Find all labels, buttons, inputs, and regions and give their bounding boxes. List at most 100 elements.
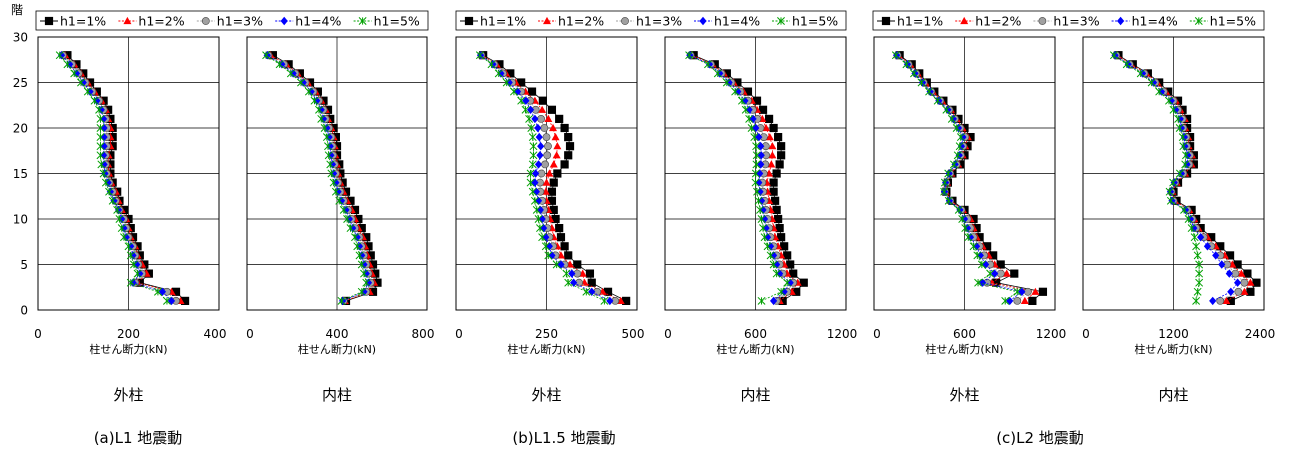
plot-frame	[873, 36, 1056, 311]
group-caption: (a)L1 地震動	[94, 429, 183, 447]
data-point	[96, 114, 105, 123]
data-point	[952, 124, 961, 132]
legend-2: h1=1% h1=2% h1=3% h1=4% h1=5%	[455, 10, 847, 31]
data-point	[1209, 296, 1217, 306]
data-point	[1195, 269, 1204, 278]
legend-marker	[123, 16, 132, 25]
data-point	[1166, 196, 1175, 205]
data-point	[771, 196, 780, 205]
panel-title: 内柱	[1158, 386, 1188, 404]
legend-marker	[464, 16, 474, 26]
data-point	[956, 133, 965, 142]
data-point	[100, 151, 108, 160]
data-point	[770, 296, 778, 306]
series-line	[268, 54, 372, 302]
data-point	[1169, 105, 1178, 114]
data-point	[951, 160, 959, 169]
series-line	[270, 54, 375, 302]
data-point	[126, 278, 135, 287]
data-point	[770, 251, 778, 260]
legend-box	[872, 10, 1265, 31]
data-point	[564, 133, 573, 142]
data-point	[565, 142, 575, 151]
data-point	[1212, 251, 1220, 260]
legend-label: h1=2%	[138, 14, 184, 29]
data-point	[529, 142, 538, 151]
legend-label: h1=3%	[1053, 14, 1099, 29]
data-point	[570, 278, 578, 287]
data-point	[560, 242, 569, 251]
data-point	[747, 124, 756, 132]
data-point	[57, 51, 66, 60]
series-line	[481, 54, 621, 302]
data-point	[955, 142, 964, 151]
data-point	[310, 96, 319, 105]
data-point	[509, 87, 518, 96]
data-point	[585, 269, 595, 278]
data-point	[753, 187, 761, 196]
data-point	[537, 142, 545, 151]
data-point	[777, 233, 786, 242]
data-point	[97, 160, 106, 169]
data-point	[764, 114, 774, 124]
data-point	[339, 205, 348, 214]
data-point	[536, 224, 544, 233]
data-point	[926, 87, 934, 96]
data-point	[534, 160, 543, 169]
data-point	[774, 214, 783, 224]
data-point	[329, 178, 338, 187]
legend-label: h1=4%	[714, 14, 760, 29]
data-point	[769, 260, 778, 269]
series-h1=4%	[57, 51, 176, 306]
data-point	[977, 260, 986, 269]
series-line	[67, 54, 186, 302]
x-axis-label: 柱せん断力(kN)	[716, 342, 794, 356]
data-point	[1165, 187, 1174, 196]
data-point	[1227, 287, 1235, 296]
data-point	[763, 242, 772, 251]
series-h1=5%	[891, 51, 1022, 305]
data-point	[775, 160, 784, 169]
data-point	[1028, 296, 1037, 305]
data-point	[327, 169, 336, 178]
data-point	[903, 60, 912, 69]
plot-frame	[246, 36, 428, 311]
y-tick-label: 30	[13, 31, 28, 45]
data-point	[357, 260, 366, 269]
data-point	[538, 105, 547, 113]
data-point	[756, 187, 764, 196]
legend-label: h1=5%	[792, 14, 838, 29]
data-point	[1178, 133, 1187, 142]
series-line	[62, 54, 177, 302]
y-tick-label: 25	[13, 76, 28, 90]
series-line	[1115, 54, 1245, 302]
data-point	[976, 251, 984, 260]
data-point	[362, 278, 371, 287]
data-point	[777, 151, 786, 160]
x-tick-label: 0	[246, 327, 254, 341]
data-point	[910, 69, 918, 78]
data-point	[588, 287, 596, 296]
series-line	[1117, 54, 1251, 302]
data-point	[1192, 242, 1201, 251]
data-point	[783, 251, 792, 260]
series-h1=5%	[1109, 51, 1204, 305]
x-tick-label: 800	[412, 327, 435, 341]
data-point	[153, 287, 162, 296]
data-point	[521, 105, 530, 114]
series-h1=1%	[689, 51, 808, 305]
data-point	[70, 69, 79, 78]
data-point	[560, 160, 569, 169]
data-point	[1038, 287, 1048, 296]
data-point	[1181, 205, 1190, 215]
data-point	[775, 224, 784, 233]
series-h1=2%	[61, 51, 185, 304]
data-point	[525, 114, 534, 123]
data-point	[935, 96, 943, 105]
series-line	[693, 54, 805, 302]
data-point	[705, 60, 714, 69]
data-point	[917, 78, 926, 87]
data-point	[777, 287, 786, 296]
data-point	[1122, 60, 1131, 69]
